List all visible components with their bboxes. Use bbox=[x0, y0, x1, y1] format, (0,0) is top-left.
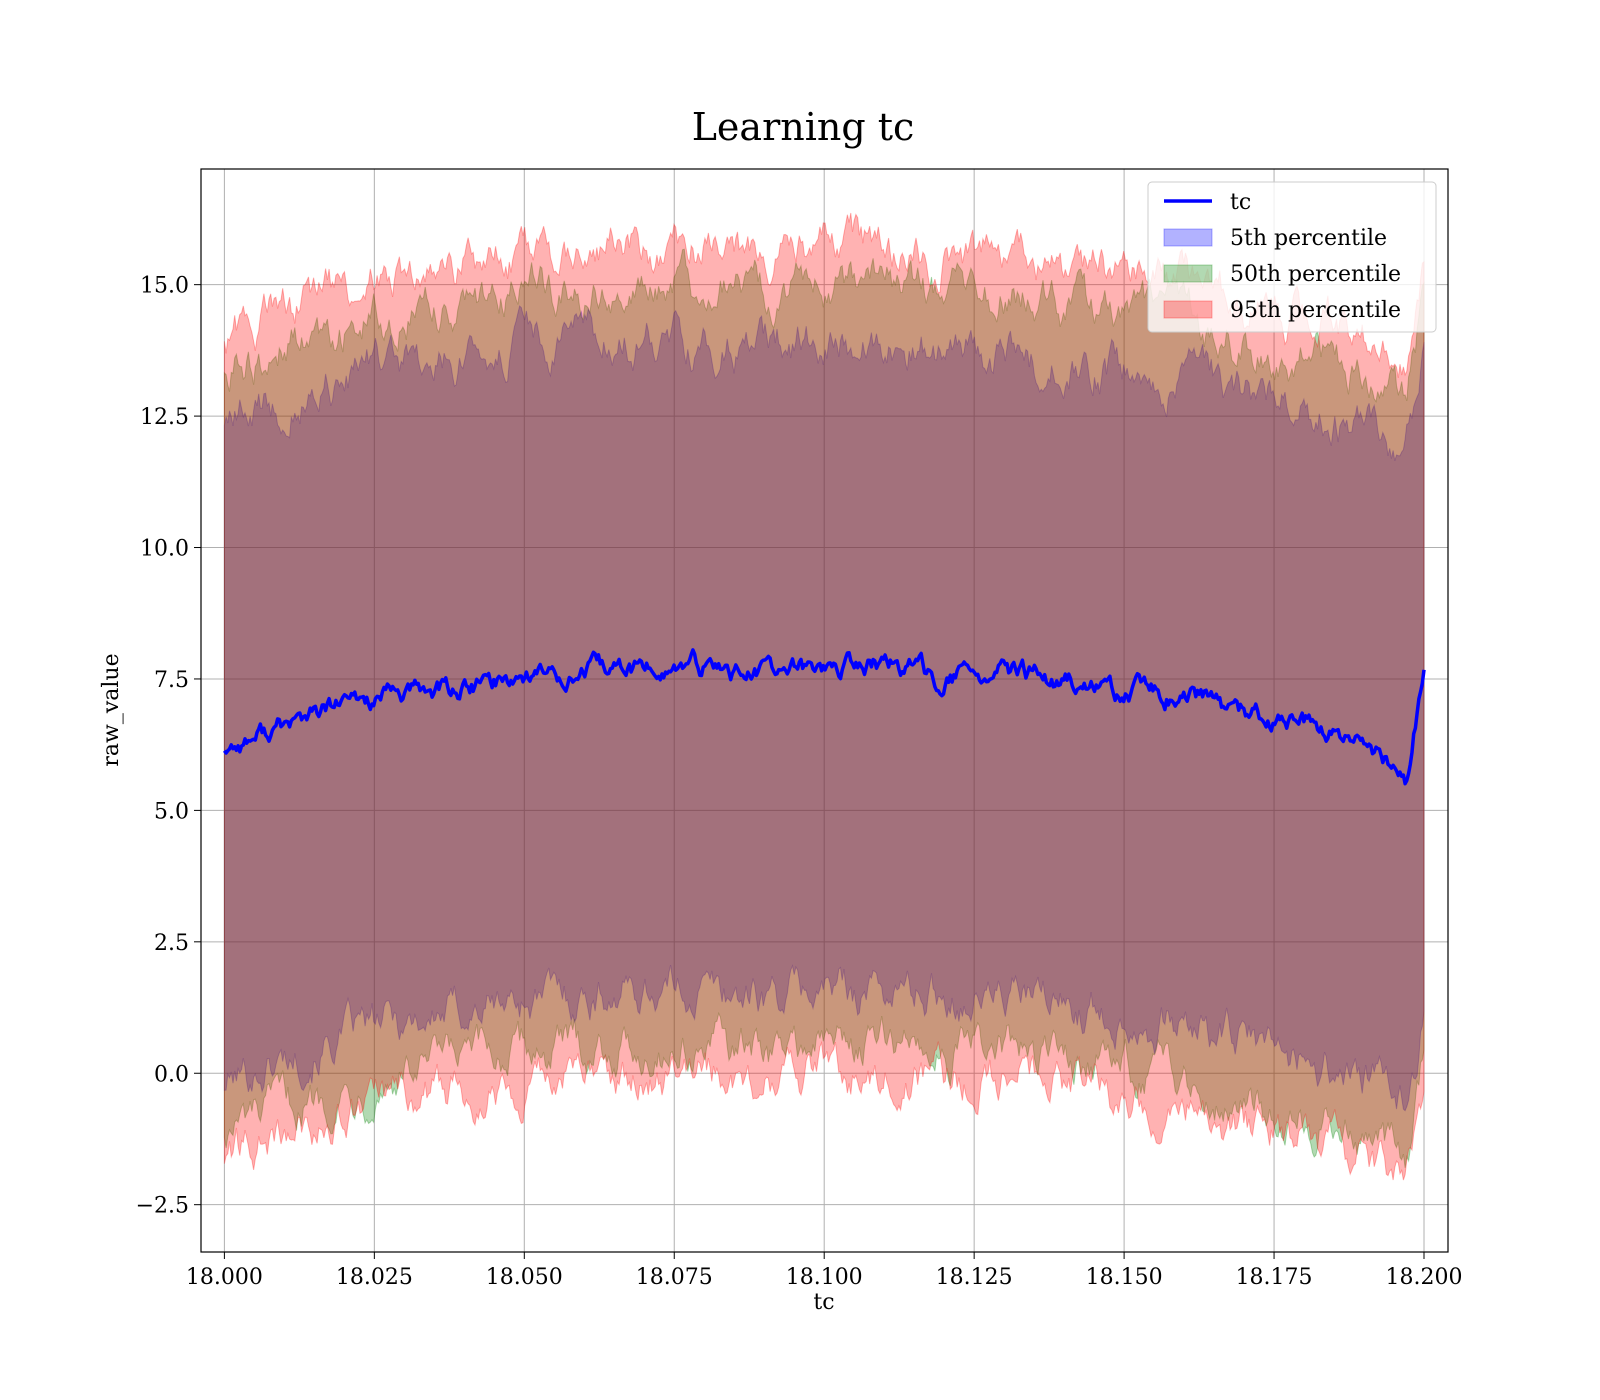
legend-label: tc bbox=[1230, 190, 1251, 215]
y-axis-ticks: −2.5 0.0 2.5 5.0 7.5 10.0 12.5 15.0 bbox=[136, 274, 201, 1219]
x-axis-label: tc bbox=[813, 1290, 834, 1315]
percentile-bands bbox=[223, 212, 1425, 1181]
x-tick-label: 18.175 bbox=[1236, 1265, 1313, 1290]
x-tick-label: 18.000 bbox=[186, 1265, 263, 1290]
y-tick-label: 0.0 bbox=[154, 1062, 189, 1087]
legend-label: 95th percentile bbox=[1230, 298, 1401, 323]
y-tick-label: 10.0 bbox=[140, 537, 189, 562]
x-tick-label: 18.200 bbox=[1386, 1265, 1463, 1290]
x-tick-label: 18.075 bbox=[636, 1265, 713, 1290]
legend-swatch-band bbox=[1163, 264, 1213, 283]
legend-box bbox=[1147, 181, 1437, 333]
x-axis-ticks: 18.000 18.025 18.050 18.075 18.100 18.125 18.1… bbox=[186, 1252, 1463, 1290]
grid bbox=[201, 169, 1448, 1252]
x-tick-label: 18.150 bbox=[1086, 1265, 1163, 1290]
legend-label: 5th percentile bbox=[1230, 226, 1387, 251]
y-tick-label: 15.0 bbox=[140, 274, 189, 299]
legend-swatch-band bbox=[1163, 300, 1213, 319]
y-tick-label: 12.5 bbox=[140, 405, 189, 430]
series-line-tc bbox=[222, 648, 1426, 786]
legend: tc 5th percentile 50th percentile 95th perc… bbox=[1147, 181, 1437, 333]
x-tick-label: 18.125 bbox=[936, 1265, 1013, 1290]
band-95th-percentile bbox=[223, 212, 1425, 1181]
y-tick-label: 5.0 bbox=[154, 799, 189, 824]
band-5th-percentile bbox=[223, 305, 1425, 1112]
legend-swatch-band bbox=[1163, 228, 1213, 247]
legend-label: 50th percentile bbox=[1230, 262, 1401, 287]
x-tick-label: 18.100 bbox=[786, 1265, 863, 1290]
y-tick-label: 7.5 bbox=[154, 668, 189, 693]
y-tick-label: 2.5 bbox=[154, 931, 189, 956]
band-50th-percentile bbox=[223, 248, 1425, 1168]
series-lines bbox=[222, 648, 1426, 786]
y-axis-label: raw_value bbox=[99, 653, 124, 766]
chart-title: Learning tc bbox=[692, 105, 915, 149]
y-tick-label: −2.5 bbox=[136, 1194, 189, 1219]
x-tick-label: 18.025 bbox=[336, 1265, 413, 1290]
x-tick-label: 18.050 bbox=[486, 1265, 563, 1290]
